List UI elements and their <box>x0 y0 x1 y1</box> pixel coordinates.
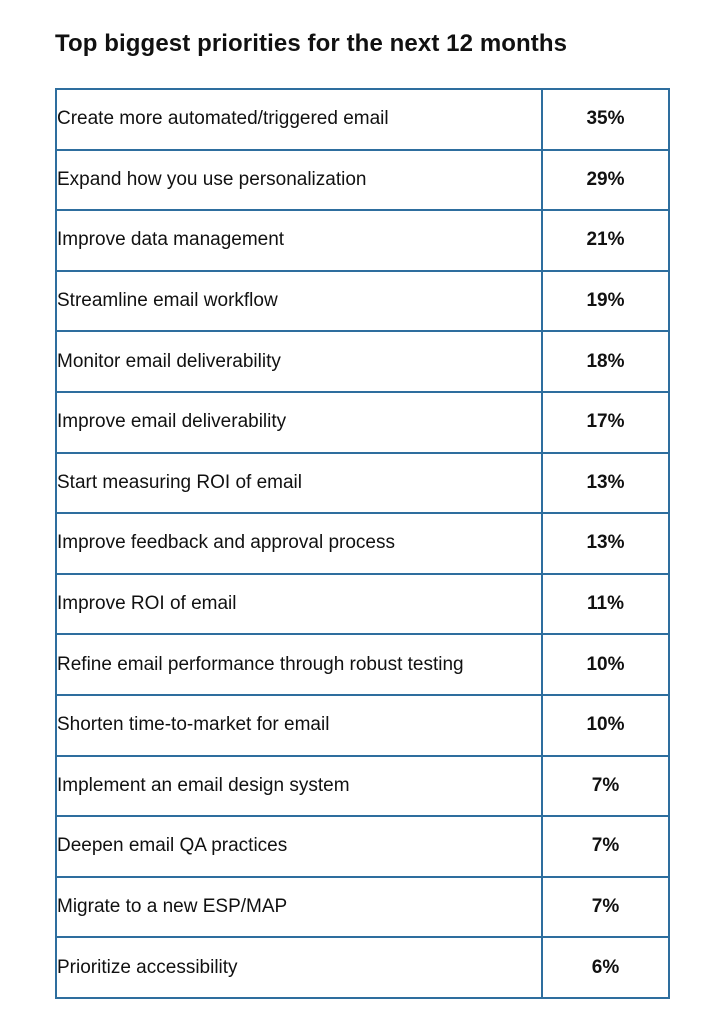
priority-percentage: 10% <box>541 633 670 696</box>
table-row: Improve ROI of email 11% <box>55 572 670 636</box>
table-row: Deepen email QA practices 7% <box>55 815 670 878</box>
table-row: Start measuring ROI of email 13% <box>55 451 670 515</box>
priority-percentage: 6% <box>541 936 670 999</box>
priority-percentage: 18% <box>541 330 670 393</box>
table-row: Improve email deliverability 17% <box>55 390 670 454</box>
table-row: Create more automated/triggered email 35… <box>55 88 670 151</box>
priority-label: Prioritize accessibility <box>55 936 543 999</box>
table-row: Streamline email workflow 19% <box>55 269 670 333</box>
priorities-table: Create more automated/triggered email 35… <box>55 88 670 999</box>
table-row: Implement an email design system 7% <box>55 754 670 818</box>
priority-percentage: 29% <box>541 148 670 212</box>
priority-percentage: 13% <box>541 451 670 515</box>
priority-percentage: 11% <box>541 572 670 636</box>
priority-label: Create more automated/triggered email <box>55 88 543 151</box>
priority-percentage: 7% <box>541 875 670 939</box>
priority-label: Implement an email design system <box>55 754 543 818</box>
priority-percentage: 13% <box>541 512 670 575</box>
table-row: Refine email performance through robust … <box>55 633 670 696</box>
table-row: Monitor email deliverability 18% <box>55 330 670 393</box>
table-row: Prioritize accessibility 6% <box>55 936 670 999</box>
priority-percentage: 35% <box>541 88 670 151</box>
priority-percentage: 10% <box>541 693 670 757</box>
priority-percentage: 19% <box>541 269 670 333</box>
priority-percentage: 17% <box>541 390 670 454</box>
priority-label: Improve email deliverability <box>55 390 543 454</box>
table-row: Improve data management 21% <box>55 209 670 272</box>
priority-label: Shorten time-to-market for email <box>55 693 543 757</box>
table-row: Shorten time-to-market for email 10% <box>55 693 670 757</box>
priority-label: Deepen email QA practices <box>55 815 543 878</box>
priority-percentage: 7% <box>541 754 670 818</box>
priority-label: Refine email performance through robust … <box>55 633 543 696</box>
priority-label: Expand how you use personalization <box>55 148 543 212</box>
priority-label: Streamline email workflow <box>55 269 543 333</box>
page-title: Top biggest priorities for the next 12 m… <box>55 30 568 57</box>
priority-label: Improve ROI of email <box>55 572 543 636</box>
table-row: Expand how you use personalization 29% <box>55 148 670 212</box>
table-row: Improve feedback and approval process 13… <box>55 512 670 575</box>
priority-percentage: 7% <box>541 815 670 878</box>
priority-label: Improve feedback and approval process <box>55 512 543 575</box>
priority-percentage: 21% <box>541 209 670 272</box>
priority-label: Improve data management <box>55 209 543 272</box>
priority-label: Monitor email deliverability <box>55 330 543 393</box>
table-row: Migrate to a new ESP/MAP 7% <box>55 875 670 939</box>
priority-label: Start measuring ROI of email <box>55 451 543 515</box>
priority-label: Migrate to a new ESP/MAP <box>55 875 543 939</box>
